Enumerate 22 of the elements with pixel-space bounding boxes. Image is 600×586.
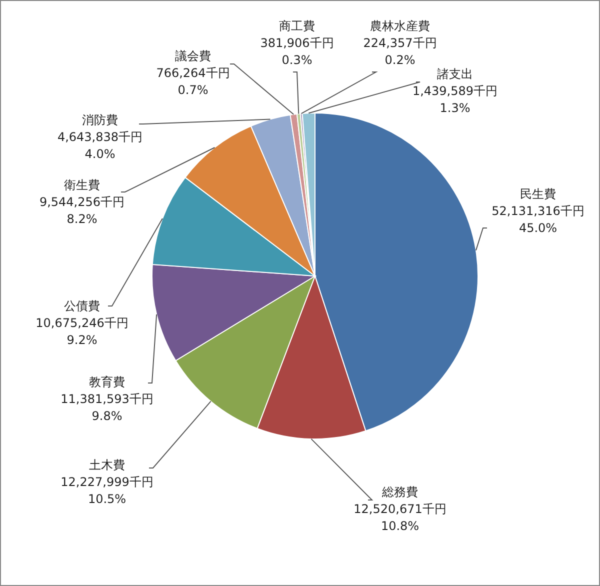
data-label: 381,906千円 0.3% bbox=[260, 36, 334, 67]
slice-label: 教育費 bbox=[89, 375, 125, 389]
data-label: 10,675,246千円 9.2% bbox=[36, 316, 128, 347]
slice-label: 消防費 bbox=[82, 113, 118, 127]
data-label: 11,381,593千円 9.8% bbox=[60, 392, 154, 423]
slice-label: 諸支出 bbox=[437, 67, 473, 81]
slice-label: 公債費 bbox=[64, 299, 100, 313]
slice-label: 商工費 bbox=[279, 19, 315, 33]
slice-label: 民生費 bbox=[520, 187, 556, 201]
slice-label: 土木費 bbox=[89, 458, 125, 472]
slice-label: 議会費 bbox=[175, 49, 211, 63]
data-label: 12,227,999千円 10.5% bbox=[60, 475, 154, 506]
slice-label: 衛生費 bbox=[64, 178, 100, 192]
data-label: 9,544,256千円 8.2% bbox=[39, 195, 125, 226]
data-label: 12,520,671千円 10.8% bbox=[354, 502, 446, 533]
slice-label: 総務費 bbox=[381, 485, 418, 499]
data-label: 4,643,838千円 4.0% bbox=[57, 130, 143, 161]
data-label: 52,131,316千円 45.0% bbox=[492, 204, 584, 235]
data-label: 1,439,589千円 1.3% bbox=[412, 84, 498, 115]
slice-label: 農林水産費 bbox=[370, 19, 430, 33]
data-label: 224,357千円 0.2% bbox=[363, 36, 437, 67]
data-label: 766,264千円 0.7% bbox=[156, 66, 230, 97]
